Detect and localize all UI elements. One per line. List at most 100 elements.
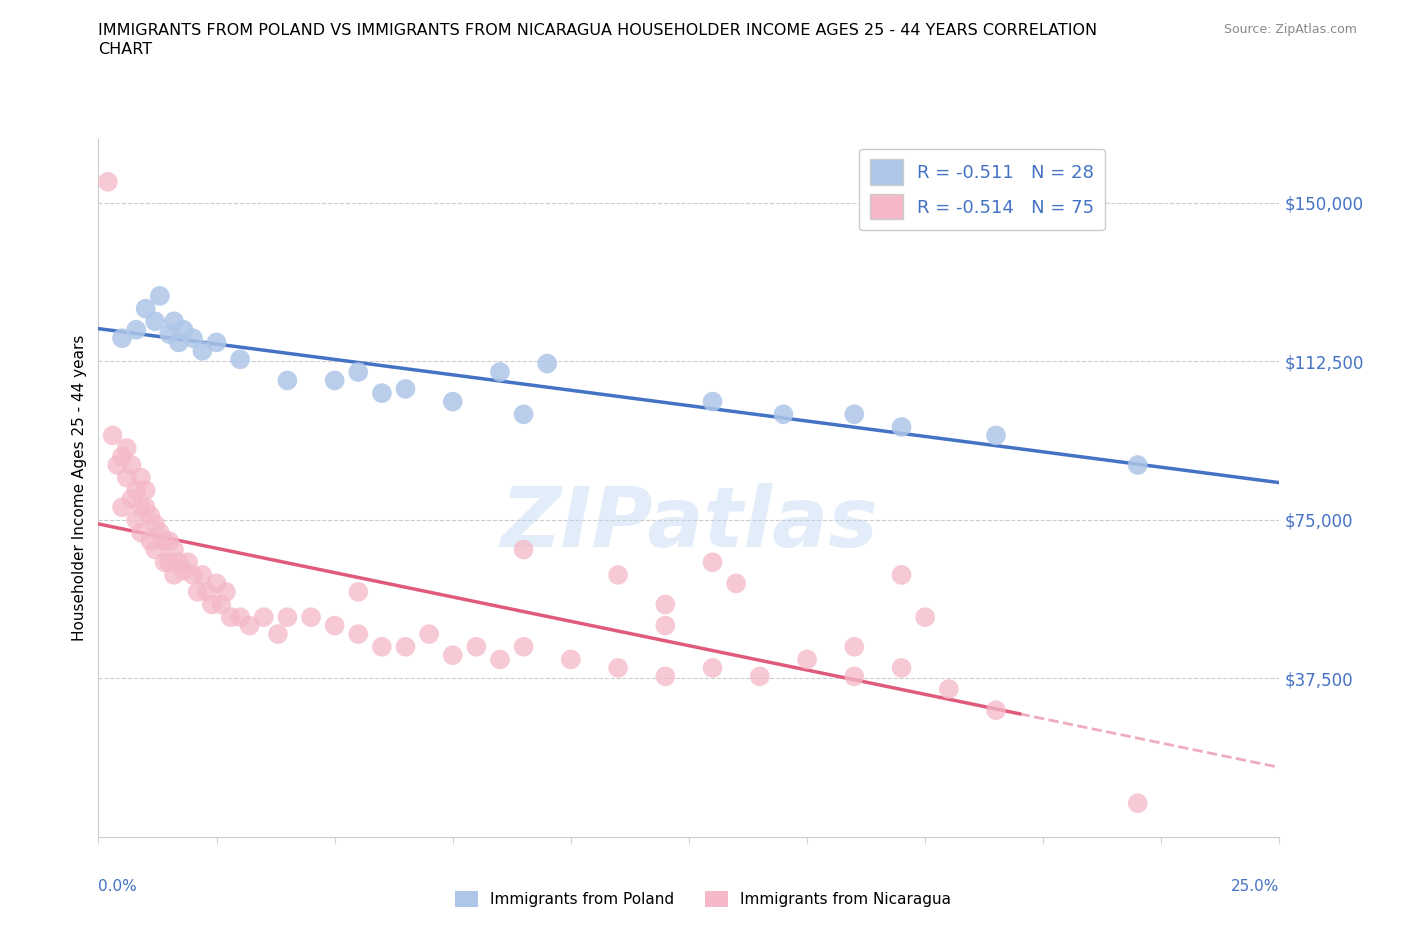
Point bbox=[143, 313, 166, 328]
Point bbox=[121, 491, 143, 506]
Point bbox=[195, 584, 218, 599]
Point bbox=[267, 627, 290, 642]
Point bbox=[143, 517, 166, 532]
Point bbox=[512, 639, 534, 654]
Point bbox=[654, 618, 676, 633]
Point bbox=[191, 567, 214, 582]
Point bbox=[748, 669, 770, 684]
Point bbox=[125, 512, 148, 527]
Point bbox=[654, 597, 676, 612]
Point bbox=[163, 542, 186, 557]
Point bbox=[725, 576, 748, 591]
Point bbox=[938, 682, 960, 697]
Point bbox=[135, 301, 157, 316]
Y-axis label: Householder Income Ages 25 - 44 years: Householder Income Ages 25 - 44 years bbox=[72, 335, 87, 642]
Point bbox=[702, 555, 724, 570]
Point bbox=[394, 639, 416, 654]
Point bbox=[157, 534, 180, 549]
Point bbox=[844, 406, 866, 421]
Point bbox=[890, 660, 912, 675]
Point bbox=[153, 534, 176, 549]
Point bbox=[129, 499, 152, 514]
Point bbox=[205, 335, 228, 350]
Point bbox=[371, 386, 394, 401]
Point bbox=[125, 323, 148, 338]
Point bbox=[1126, 796, 1149, 811]
Point bbox=[560, 652, 582, 667]
Point bbox=[177, 555, 200, 570]
Point bbox=[489, 365, 512, 379]
Point bbox=[512, 542, 534, 557]
Point bbox=[101, 428, 124, 443]
Point bbox=[201, 597, 224, 612]
Point bbox=[209, 597, 232, 612]
Point bbox=[181, 331, 204, 346]
Point bbox=[135, 499, 157, 514]
Point bbox=[105, 458, 128, 472]
Text: CHART: CHART bbox=[98, 42, 152, 57]
Point bbox=[796, 652, 818, 667]
Text: Source: ZipAtlas.com: Source: ZipAtlas.com bbox=[1223, 23, 1357, 36]
Point bbox=[1126, 458, 1149, 472]
Point bbox=[163, 567, 186, 582]
Point bbox=[702, 660, 724, 675]
Text: 0.0%: 0.0% bbox=[98, 879, 138, 894]
Point bbox=[607, 567, 630, 582]
Point bbox=[172, 564, 194, 578]
Point bbox=[172, 323, 194, 338]
Point bbox=[219, 610, 242, 625]
Text: IMMIGRANTS FROM POLAND VS IMMIGRANTS FROM NICARAGUA HOUSEHOLDER INCOME AGES 25 -: IMMIGRANTS FROM POLAND VS IMMIGRANTS FRO… bbox=[98, 23, 1098, 38]
Point bbox=[347, 627, 370, 642]
Point bbox=[394, 381, 416, 396]
Point bbox=[205, 576, 228, 591]
Point bbox=[347, 584, 370, 599]
Point bbox=[111, 331, 134, 346]
Point bbox=[153, 555, 176, 570]
Point bbox=[371, 639, 394, 654]
Point bbox=[890, 567, 912, 582]
Legend: Immigrants from Poland, Immigrants from Nicaragua: Immigrants from Poland, Immigrants from … bbox=[449, 884, 957, 913]
Point bbox=[191, 343, 214, 358]
Point bbox=[441, 648, 464, 663]
Point bbox=[111, 499, 134, 514]
Point bbox=[890, 419, 912, 434]
Point bbox=[229, 610, 252, 625]
Point bbox=[844, 639, 866, 654]
Point bbox=[215, 584, 238, 599]
Point bbox=[167, 555, 190, 570]
Point bbox=[299, 610, 322, 625]
Point bbox=[772, 406, 794, 421]
Point bbox=[181, 567, 204, 582]
Text: 25.0%: 25.0% bbox=[1232, 879, 1279, 894]
Point bbox=[607, 660, 630, 675]
Point bbox=[984, 428, 1007, 443]
Point bbox=[418, 627, 440, 642]
Point bbox=[115, 441, 138, 456]
Point bbox=[536, 356, 558, 371]
Point bbox=[347, 365, 370, 379]
Point bbox=[143, 542, 166, 557]
Point bbox=[167, 335, 190, 350]
Point bbox=[149, 288, 172, 303]
Point bbox=[115, 471, 138, 485]
Point bbox=[654, 669, 676, 684]
Point bbox=[323, 373, 346, 388]
Point bbox=[129, 525, 152, 540]
Point bbox=[441, 394, 464, 409]
Point bbox=[844, 669, 866, 684]
Point bbox=[276, 610, 298, 625]
Point bbox=[111, 449, 134, 464]
Point bbox=[276, 373, 298, 388]
Point bbox=[157, 555, 180, 570]
Point bbox=[139, 509, 162, 524]
Point bbox=[229, 352, 252, 366]
Point bbox=[323, 618, 346, 633]
Point bbox=[135, 483, 157, 498]
Point bbox=[914, 610, 936, 625]
Point bbox=[163, 313, 186, 328]
Text: ZIPatlas: ZIPatlas bbox=[501, 483, 877, 564]
Point bbox=[149, 525, 172, 540]
Point bbox=[702, 394, 724, 409]
Point bbox=[984, 703, 1007, 718]
Point bbox=[253, 610, 276, 625]
